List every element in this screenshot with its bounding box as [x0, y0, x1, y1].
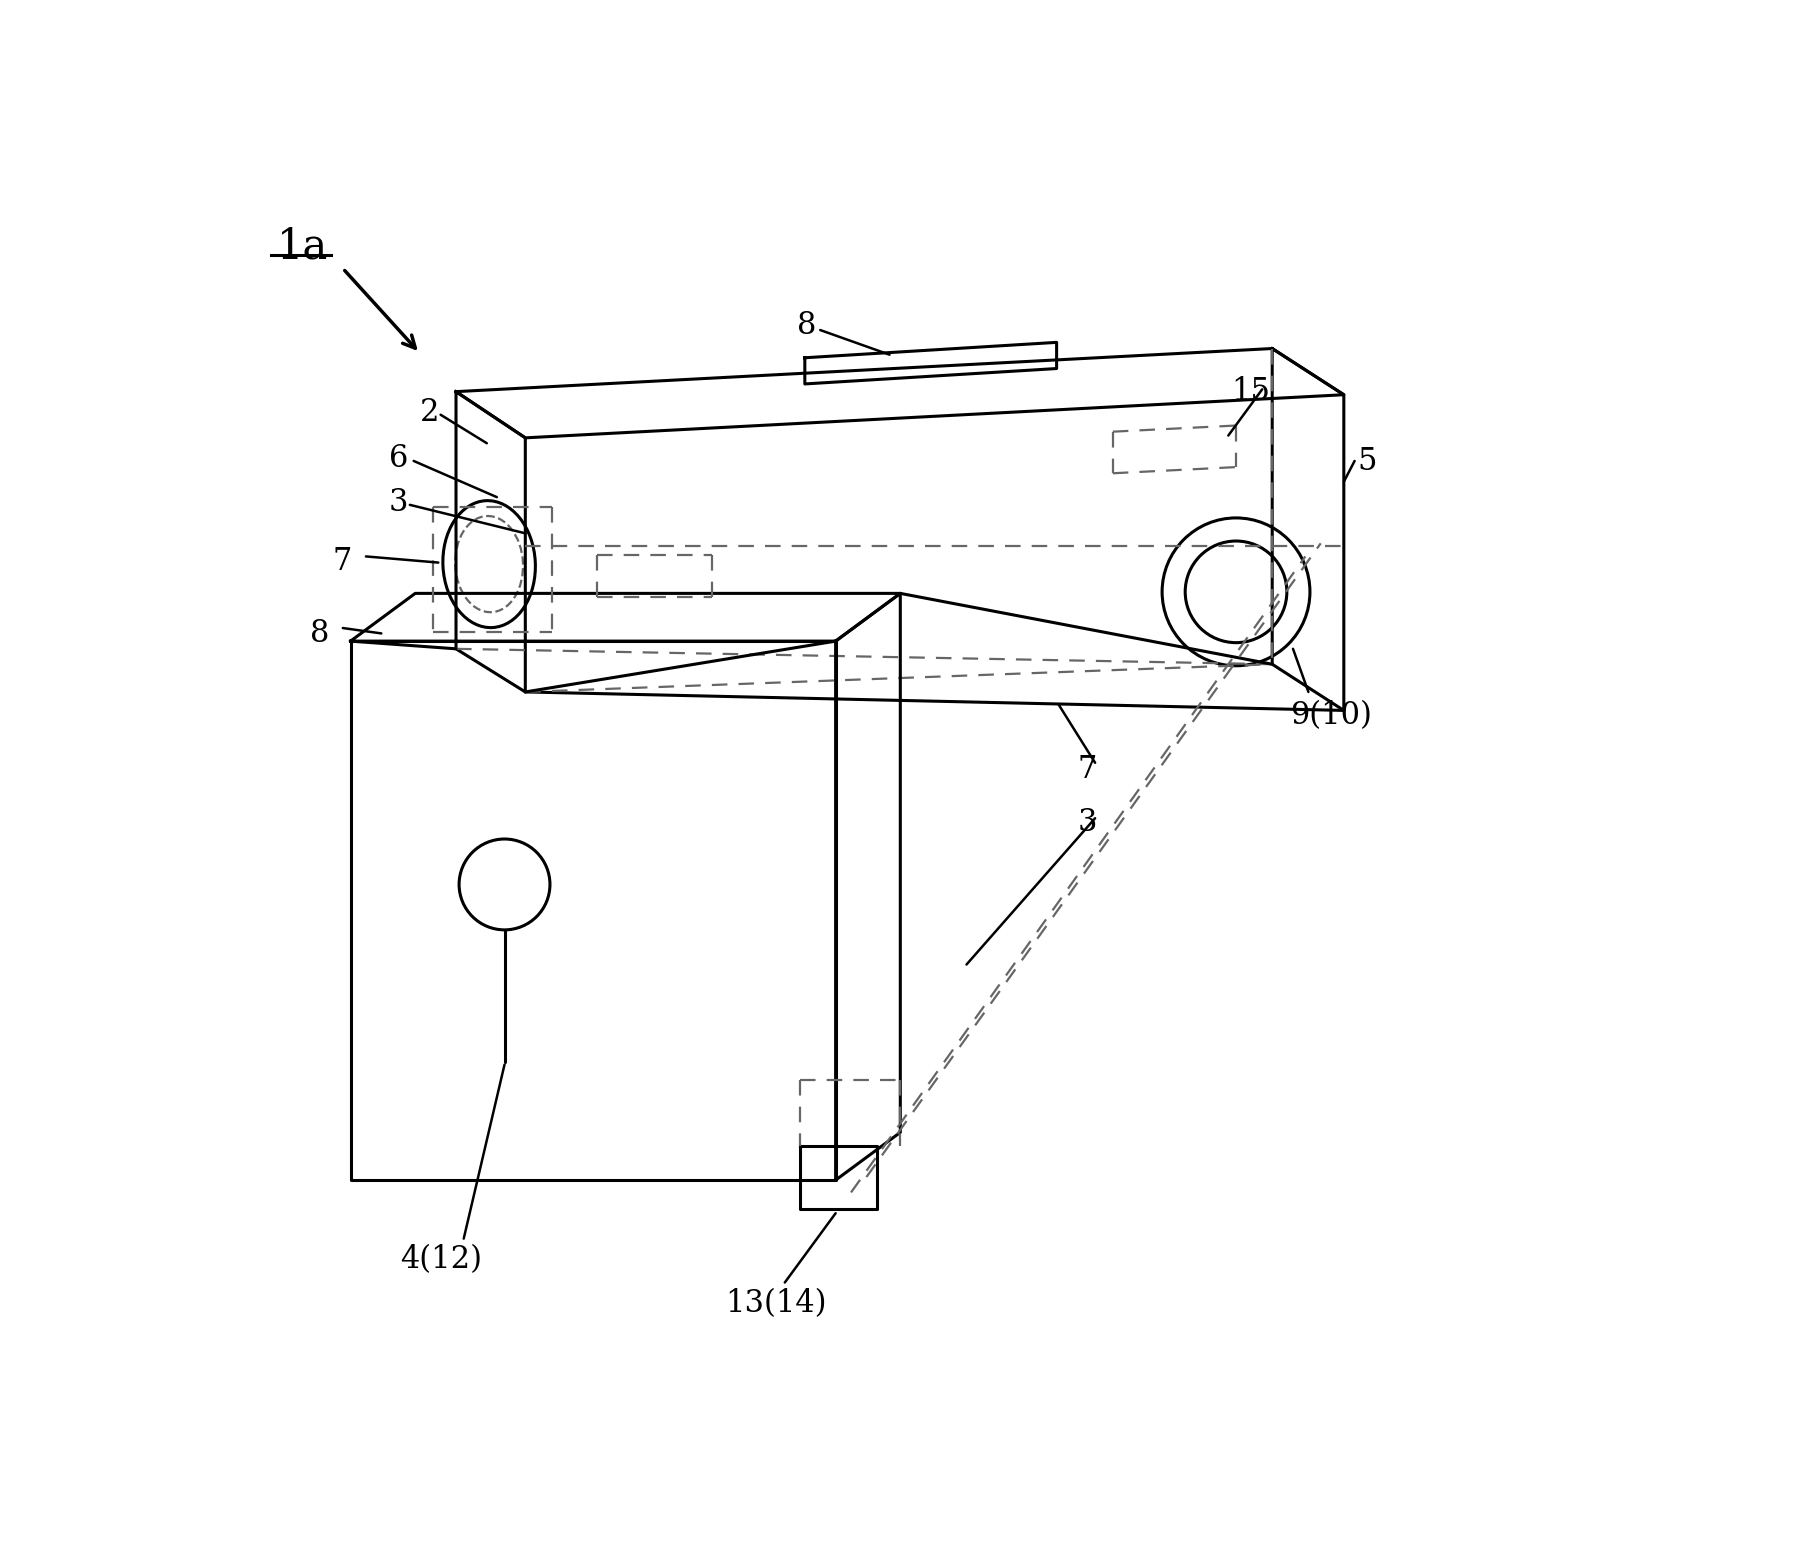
Text: 5: 5: [1357, 446, 1377, 477]
Text: 8: 8: [311, 618, 328, 648]
Text: 2: 2: [420, 397, 440, 428]
Text: 9(10): 9(10): [1291, 699, 1371, 730]
Text: 6: 6: [390, 443, 409, 474]
Text: 1a: 1a: [276, 225, 328, 267]
Text: 15: 15: [1231, 377, 1271, 408]
Text: 3: 3: [390, 486, 409, 519]
Text: 3: 3: [1077, 808, 1097, 838]
Text: 13(14): 13(14): [725, 1288, 827, 1319]
Text: 8: 8: [797, 310, 817, 341]
Text: 7: 7: [332, 545, 352, 576]
Text: 4(12): 4(12): [400, 1244, 481, 1275]
Text: 7: 7: [1077, 753, 1097, 784]
